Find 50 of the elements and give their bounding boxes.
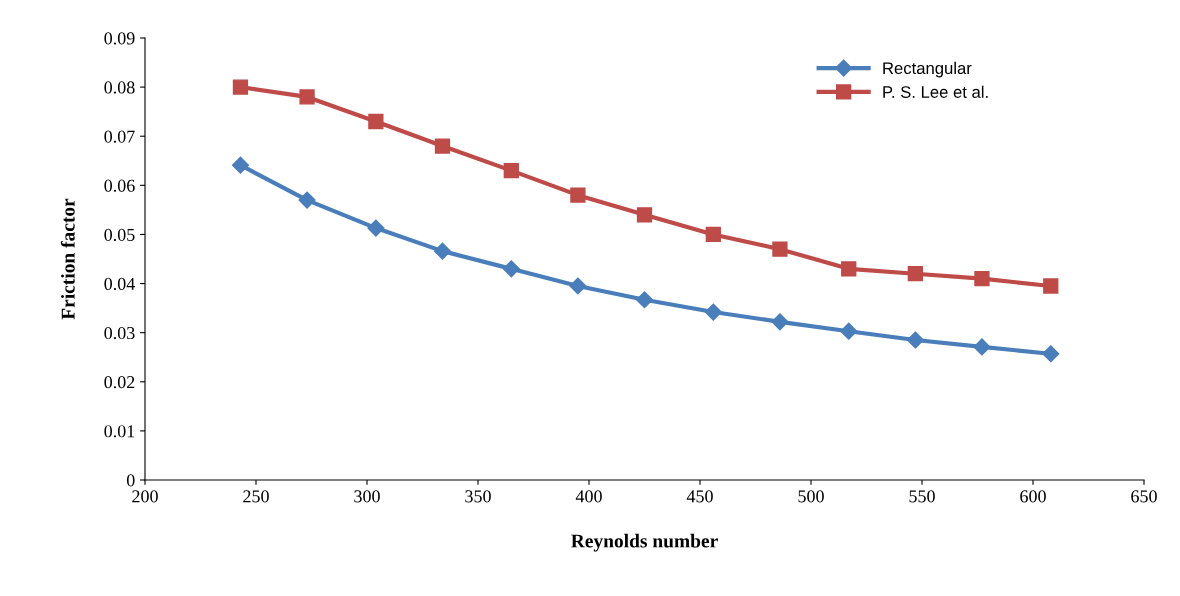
point	[840, 322, 858, 340]
point	[906, 331, 924, 349]
point	[973, 338, 991, 356]
point	[841, 261, 857, 277]
x-tick-label: 500	[798, 490, 824, 503]
y-tick-label: 0	[126, 474, 135, 487]
point	[231, 156, 250, 174]
y-tick-label: 0.02	[104, 376, 135, 389]
x-tick-label: 400	[575, 490, 602, 503]
x-tick-label: 350	[465, 490, 491, 503]
point	[368, 113, 384, 130]
y-tick-label: 0.04	[104, 277, 135, 291]
y-tick-label: 0.09	[104, 32, 135, 45]
y-tick-label: 0.07	[104, 130, 135, 143]
point	[974, 271, 990, 287]
point	[569, 277, 587, 295]
y-tick-label: 0.08	[104, 81, 135, 94]
point	[1043, 278, 1059, 294]
point	[570, 187, 586, 203]
x-axis-title: Reynolds number	[571, 533, 718, 552]
legend-label: P. S. Lee et al.	[883, 85, 988, 98]
point	[299, 89, 315, 105]
point	[433, 242, 452, 260]
point	[503, 162, 519, 179]
point	[434, 138, 451, 154]
y-tick-label: 0.03	[104, 326, 135, 340]
y-tick-label: 0.05	[104, 228, 135, 241]
x-tick-label: 650	[1131, 490, 1157, 503]
point	[502, 260, 520, 278]
x-tick-label: 300	[354, 490, 380, 503]
x-tick-label: 450	[686, 490, 713, 503]
point	[1042, 345, 1060, 363]
point	[771, 313, 789, 331]
x-tick-label: 600	[1020, 490, 1046, 503]
point	[298, 191, 316, 209]
point	[772, 241, 788, 257]
point	[636, 207, 653, 223]
y-tick-label: 0.06	[104, 179, 135, 192]
point	[232, 79, 249, 95]
y-tick-label: 0.01	[104, 425, 135, 438]
legend-label: Rectangular	[883, 61, 972, 78]
point	[907, 266, 923, 282]
x-tick-label: 250	[243, 490, 269, 503]
x-tick-label: 200	[132, 490, 158, 503]
point	[704, 303, 722, 321]
point	[367, 219, 385, 237]
point	[635, 291, 654, 309]
point	[705, 226, 721, 243]
y-axis-title: Friction factor	[60, 198, 75, 320]
x-tick-label: 550	[909, 490, 935, 503]
